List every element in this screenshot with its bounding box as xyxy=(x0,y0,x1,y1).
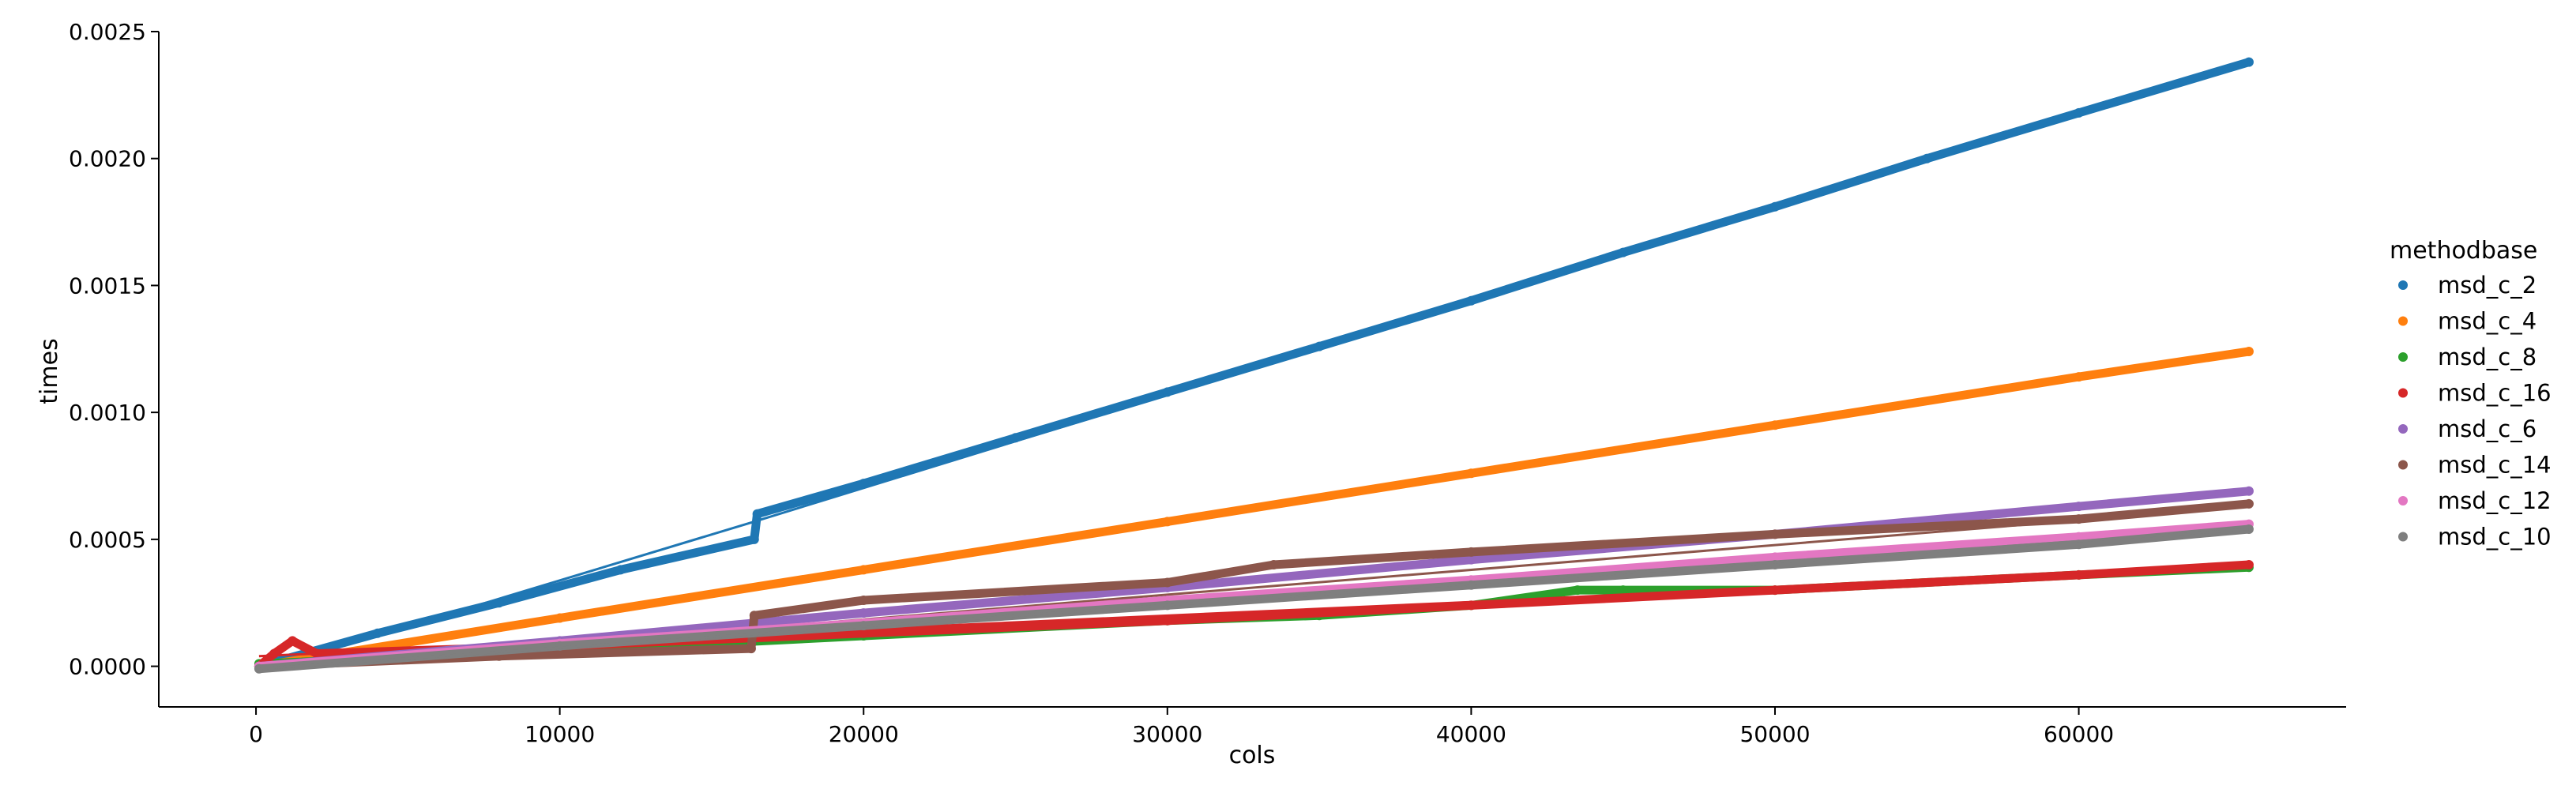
legend-marker xyxy=(2398,388,2408,398)
data-point xyxy=(746,644,756,654)
legend-label: msd_c_10 xyxy=(2438,524,2552,551)
y-tick-label: 0.0015 xyxy=(69,272,146,299)
regression-line xyxy=(258,350,2250,668)
x-tick-label: 0 xyxy=(249,721,263,747)
regression-line xyxy=(258,61,2250,673)
data-point xyxy=(859,479,869,489)
data-point xyxy=(1618,585,1628,596)
legend-item-msd_c_2: msd_c_2 xyxy=(2398,272,2537,299)
data-point xyxy=(1769,529,1780,539)
x-tick-label: 10000 xyxy=(525,721,595,747)
data-point xyxy=(2243,347,2254,356)
legend-marker xyxy=(2398,280,2408,290)
data-point xyxy=(752,509,762,519)
data-point xyxy=(749,611,759,621)
data-point xyxy=(2243,486,2254,496)
x-axis-label: cols xyxy=(1229,742,1276,769)
y-axis-ticks: 0.0000 0.0005 0.0010 0.0015 0.0020 0.0025 xyxy=(69,19,159,680)
series-points-trail xyxy=(254,58,2254,671)
legend-title: methodbase xyxy=(2390,237,2537,265)
data-point xyxy=(749,534,759,544)
data-point xyxy=(2243,57,2254,67)
x-tick-label: 40000 xyxy=(1436,721,1506,747)
x-tick-label: 50000 xyxy=(1739,721,1810,747)
legend-label: msd_c_4 xyxy=(2438,308,2537,335)
y-tick-label: 0.0010 xyxy=(69,400,146,426)
legend-item-msd_c_14: msd_c_14 xyxy=(2398,452,2552,479)
legend-item-msd_c_4: msd_c_4 xyxy=(2398,308,2537,335)
y-tick-label: 0.0005 xyxy=(69,527,146,553)
x-axis-ticks: 0 10000 20000 30000 40000 50000 60000 xyxy=(249,707,2114,747)
series-msd_c_4 xyxy=(254,347,2254,671)
legend-label: msd_c_6 xyxy=(2438,415,2537,442)
data-point xyxy=(269,648,280,659)
y-tick-label: 0.0000 xyxy=(69,654,146,680)
legend-item-msd_c_10: msd_c_10 xyxy=(2398,524,2552,551)
legend-marker xyxy=(2398,316,2408,326)
legend: methodbase msd_c_2 msd_c_4 msd_c_8 msd_c_16… xyxy=(2390,237,2552,551)
series-layer xyxy=(254,57,2254,674)
legend-marker xyxy=(2398,352,2408,362)
legend-item-msd_c_16: msd_c_16 xyxy=(2398,380,2552,407)
data-point xyxy=(1269,560,1279,569)
data-point xyxy=(288,636,298,646)
legend-item-msd_c_6: msd_c_6 xyxy=(2398,415,2537,442)
series-msd_c_10 xyxy=(254,524,2254,674)
legend-label: msd_c_16 xyxy=(2438,380,2552,407)
x-tick-label: 20000 xyxy=(829,721,899,747)
legend-item-msd_c_8: msd_c_8 xyxy=(2398,344,2537,370)
series-msd_c_2 xyxy=(254,57,2254,673)
legend-marker xyxy=(2398,460,2408,470)
data-point xyxy=(555,641,565,651)
data-point xyxy=(1162,577,1172,588)
data-point xyxy=(859,596,869,605)
legend-label: msd_c_2 xyxy=(2438,272,2537,299)
data-point xyxy=(1466,547,1476,557)
legend-label: msd_c_12 xyxy=(2438,487,2552,514)
data-point xyxy=(859,628,869,638)
x-tick-label: 60000 xyxy=(2044,721,2114,747)
regression-line xyxy=(258,528,2250,671)
legend-marker xyxy=(2398,424,2408,434)
legend-marker xyxy=(2398,532,2408,542)
legend-marker xyxy=(2398,496,2408,505)
data-point xyxy=(1573,585,1583,596)
data-point xyxy=(615,565,626,575)
x-tick-label: 30000 xyxy=(1132,721,1202,747)
data-point xyxy=(1769,585,1780,596)
legend-label: msd_c_8 xyxy=(2438,344,2537,370)
legend-item-msd_c_12: msd_c_12 xyxy=(2398,487,2552,514)
data-point xyxy=(2243,524,2254,534)
y-tick-label: 0.0020 xyxy=(69,146,146,172)
data-point xyxy=(1162,615,1172,626)
y-axis-label: times xyxy=(36,338,63,404)
y-tick-label: 0.0025 xyxy=(69,19,146,45)
legend-label: msd_c_14 xyxy=(2438,452,2552,479)
